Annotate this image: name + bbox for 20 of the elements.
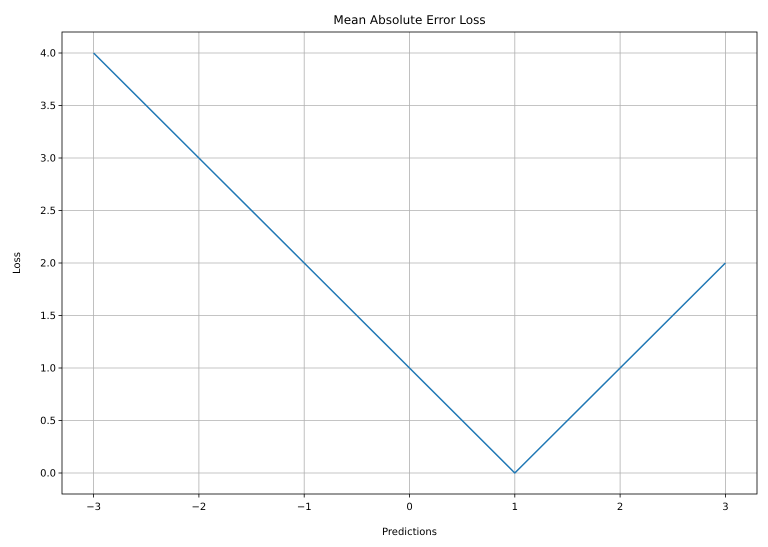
y-tick-label: 4.0 [40,48,56,60]
y-axis-title: Loss [12,252,23,274]
y-tick-label: 3.5 [40,101,56,112]
x-tick-label: −1 [296,502,312,513]
y-tick-label: 1.0 [40,364,56,374]
y-tick-label: 1.5 [40,311,56,322]
y-tick-label: 2.0 [40,258,56,270]
y-tick-label: 2.5 [40,206,56,217]
x-tick-label: 0 [406,502,413,513]
x-tick-label: 3 [722,502,729,513]
line-series [92,52,726,474]
x-axis-title: Predictions [382,527,437,538]
x-tick-label: 2 [616,502,624,513]
y-tick-label: 0.5 [40,416,56,427]
chart-title: Mean Absolute Error Loss [333,13,486,27]
y-tick-label: 3.0 [40,154,56,164]
x-tick-label: −2 [192,502,206,513]
x-tick-label: 1 [512,502,518,513]
y-tick-label: 0.0 [40,468,56,480]
x-tick-label: −3 [86,502,101,513]
